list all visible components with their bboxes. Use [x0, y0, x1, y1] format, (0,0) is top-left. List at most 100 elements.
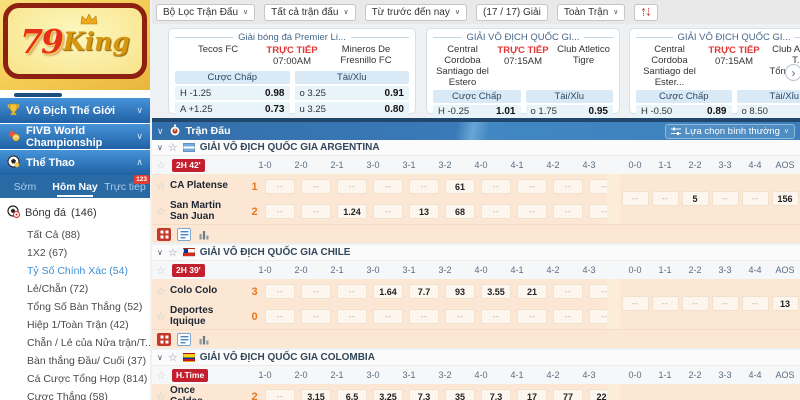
chevron-down-icon[interactable]: ∨ — [157, 248, 163, 257]
league-header[interactable]: ∨ ☆ GIẢI VÔ ĐỊCH QUỐC GIA COLOMBIA — [152, 350, 800, 366]
favorite-star-icon[interactable]: ☆ — [167, 142, 178, 154]
odds-cell[interactable]: -- — [517, 179, 547, 194]
chevron-down-icon[interactable]: ∨ — [157, 125, 164, 136]
odds-cell[interactable]: -- — [553, 309, 583, 324]
favorite-star-icon[interactable]: ☆ — [156, 286, 166, 298]
sidebar-market-item[interactable]: Cá Cược Tổng Hợp (814) — [0, 370, 150, 388]
odds-cell[interactable]: -- — [301, 284, 331, 299]
odds-cell[interactable]: -- — [481, 179, 511, 194]
favorite-star-icon[interactable]: ☆ — [156, 181, 166, 193]
draw-odds-cell[interactable]: -- — [681, 296, 709, 311]
odds-button[interactable]: H -0.50 0.89 — [636, 104, 732, 118]
live-match-card[interactable]: GIẢI VÔ ĐỊCH QUỐC GI... Central Cordoba S… — [629, 28, 800, 118]
odds-button[interactable]: o 1.75 0.95 — [525, 104, 613, 118]
draw-odds-cell[interactable]: -- — [711, 191, 739, 206]
odds-cell[interactable]: 93 — [445, 284, 475, 299]
odds-cell[interactable]: -- — [517, 309, 547, 324]
odds-cell[interactable]: 35 — [445, 389, 475, 400]
sidebar-market-item[interactable]: Bàn thắng Đầu/ Cuối (37) — [0, 352, 150, 370]
draw-odds-cell[interactable]: -- — [651, 191, 679, 206]
odds-cell[interactable]: -- — [265, 284, 295, 299]
sidebar-market-item[interactable]: Tỷ Số Chính Xác (54) — [0, 262, 150, 280]
favorite-star-icon[interactable]: ☆ — [156, 311, 166, 323]
draw-odds-cell[interactable]: 5 — [681, 191, 709, 206]
live-match-card[interactable]: GIẢI VÔ ĐỊCH QUỐC GI... Central Cordoba S… — [426, 28, 620, 118]
draw-odds-cell[interactable]: -- — [741, 191, 769, 206]
odds-cell[interactable]: -- — [553, 284, 583, 299]
odds-button[interactable]: H -1.25 0.98 — [175, 86, 290, 100]
sidebar-market-item[interactable]: Tất Cả (88) — [0, 226, 150, 244]
odds-cell[interactable]: -- — [337, 309, 367, 324]
stats-chart-icon[interactable] — [197, 333, 211, 346]
draw-odds-cell[interactable]: 13 — [771, 296, 799, 311]
odds-cell[interactable]: 6.5 — [337, 389, 367, 400]
match-list-icon[interactable] — [177, 227, 191, 241]
odds-cell[interactable]: 21 — [517, 284, 547, 299]
odds-cell[interactable]: -- — [373, 204, 403, 219]
odds-cell[interactable]: -- — [589, 284, 619, 299]
odds-cell[interactable]: -- — [481, 309, 511, 324]
odds-cell[interactable]: -- — [337, 179, 367, 194]
odds-cell[interactable]: -- — [301, 309, 331, 324]
odds-cell[interactable]: 3.25 — [373, 389, 403, 400]
odds-cell[interactable]: 228 — [589, 389, 619, 400]
next-cards-button[interactable]: › — [785, 64, 800, 81]
favorite-star-icon[interactable]: ☆ — [156, 391, 166, 400]
odds-cell[interactable]: -- — [373, 309, 403, 324]
odds-cell[interactable]: -- — [589, 204, 619, 219]
odds-button[interactable]: o 3.25 0.91 — [294, 86, 409, 100]
draw-odds-cell[interactable]: -- — [621, 191, 649, 206]
more-bets-icon[interactable] — [157, 227, 171, 241]
odds-cell[interactable]: 3.55 — [481, 284, 511, 299]
tab-hôm-nay[interactable]: Hôm Nay — [50, 175, 100, 198]
odds-cell[interactable]: -- — [409, 179, 439, 194]
odds-cell[interactable]: -- — [265, 309, 295, 324]
odds-cell[interactable]: 13 — [409, 204, 439, 219]
odds-button[interactable]: o 8.50 — [736, 104, 800, 118]
sidebar-market-item[interactable]: Cược Thắng (58) — [0, 388, 150, 400]
odds-cell[interactable]: 77 — [553, 389, 583, 400]
odds-cell[interactable]: -- — [589, 179, 619, 194]
odds-button[interactable]: u 3.25 0.80 — [294, 102, 409, 116]
stats-chart-icon[interactable] — [197, 228, 211, 241]
brand-logo[interactable]: 79 King — [3, 3, 147, 79]
favorite-star-icon[interactable]: ☆ — [156, 369, 166, 382]
odds-cell[interactable]: -- — [481, 204, 511, 219]
odds-cell[interactable]: -- — [265, 179, 295, 194]
match-list-icon[interactable] — [177, 332, 191, 346]
odds-cell[interactable]: 3.15 — [301, 389, 331, 400]
filter-dropdown[interactable]: Bộ Lọc Trận Đấu ∨ — [156, 3, 256, 21]
sidebar-section-volleyball[interactable]: FIVB World Championship ∨ — [0, 124, 150, 149]
odds-cell[interactable]: 61 — [445, 179, 475, 194]
odds-cell[interactable]: -- — [517, 204, 547, 219]
more-bets-icon[interactable] — [157, 332, 171, 346]
draw-odds-cell[interactable]: -- — [741, 296, 769, 311]
league-header[interactable]: ∨ ☆ GIẢI VÔ ĐỊCH QUỐC GIA ARGENTINA — [152, 140, 800, 156]
draw-odds-cell[interactable]: -- — [621, 296, 649, 311]
scrollbar-thumb[interactable] — [14, 93, 62, 97]
sidebar-market-item[interactable]: Hiệp 1/Toàn Trận (42) — [0, 316, 150, 334]
live-match-card[interactable]: Giải bóng đá Premier Li... Tecos FC TRỰC T… — [168, 28, 416, 116]
draw-odds-cell[interactable]: 156 — [771, 191, 799, 206]
odds-cell[interactable]: -- — [337, 284, 367, 299]
favorite-star-icon[interactable]: ☆ — [156, 206, 166, 218]
odds-cell[interactable]: -- — [301, 179, 331, 194]
odds-cell[interactable]: 7.3 — [409, 389, 439, 400]
favorite-star-icon[interactable]: ☆ — [167, 352, 178, 364]
favorite-star-icon[interactable]: ☆ — [156, 264, 166, 277]
odds-cell[interactable]: -- — [553, 204, 583, 219]
odds-cell[interactable]: 7.3 — [481, 389, 511, 400]
sidebar-market-item[interactable]: Tổng Số Bàn Thắng (52) — [0, 298, 150, 316]
sidebar-item-bong-da[interactable]: Bóng đá (146) — [0, 198, 150, 226]
draw-odds-cell[interactable]: -- — [711, 296, 739, 311]
chevron-down-icon[interactable]: ∨ — [157, 143, 163, 152]
view-mode-selector[interactable]: Lựa chọn bình thường ∨ — [664, 123, 795, 139]
odds-cell[interactable]: -- — [373, 179, 403, 194]
odds-cell[interactable]: 7.7 — [409, 284, 439, 299]
sidebar-market-item[interactable]: Lẻ/Chẵn (72) — [0, 280, 150, 298]
sidebar-market-item[interactable]: Chẵn / Lẻ của Nửa trận/T... (38) — [0, 334, 150, 352]
odds-cell[interactable]: -- — [409, 309, 439, 324]
odds-cell[interactable]: -- — [301, 204, 331, 219]
odds-cell[interactable]: 17 — [517, 389, 547, 400]
league-header[interactable]: ∨ ☆ GIẢI VÔ ĐỊCH QUỐC GIA CHILE — [152, 245, 800, 261]
